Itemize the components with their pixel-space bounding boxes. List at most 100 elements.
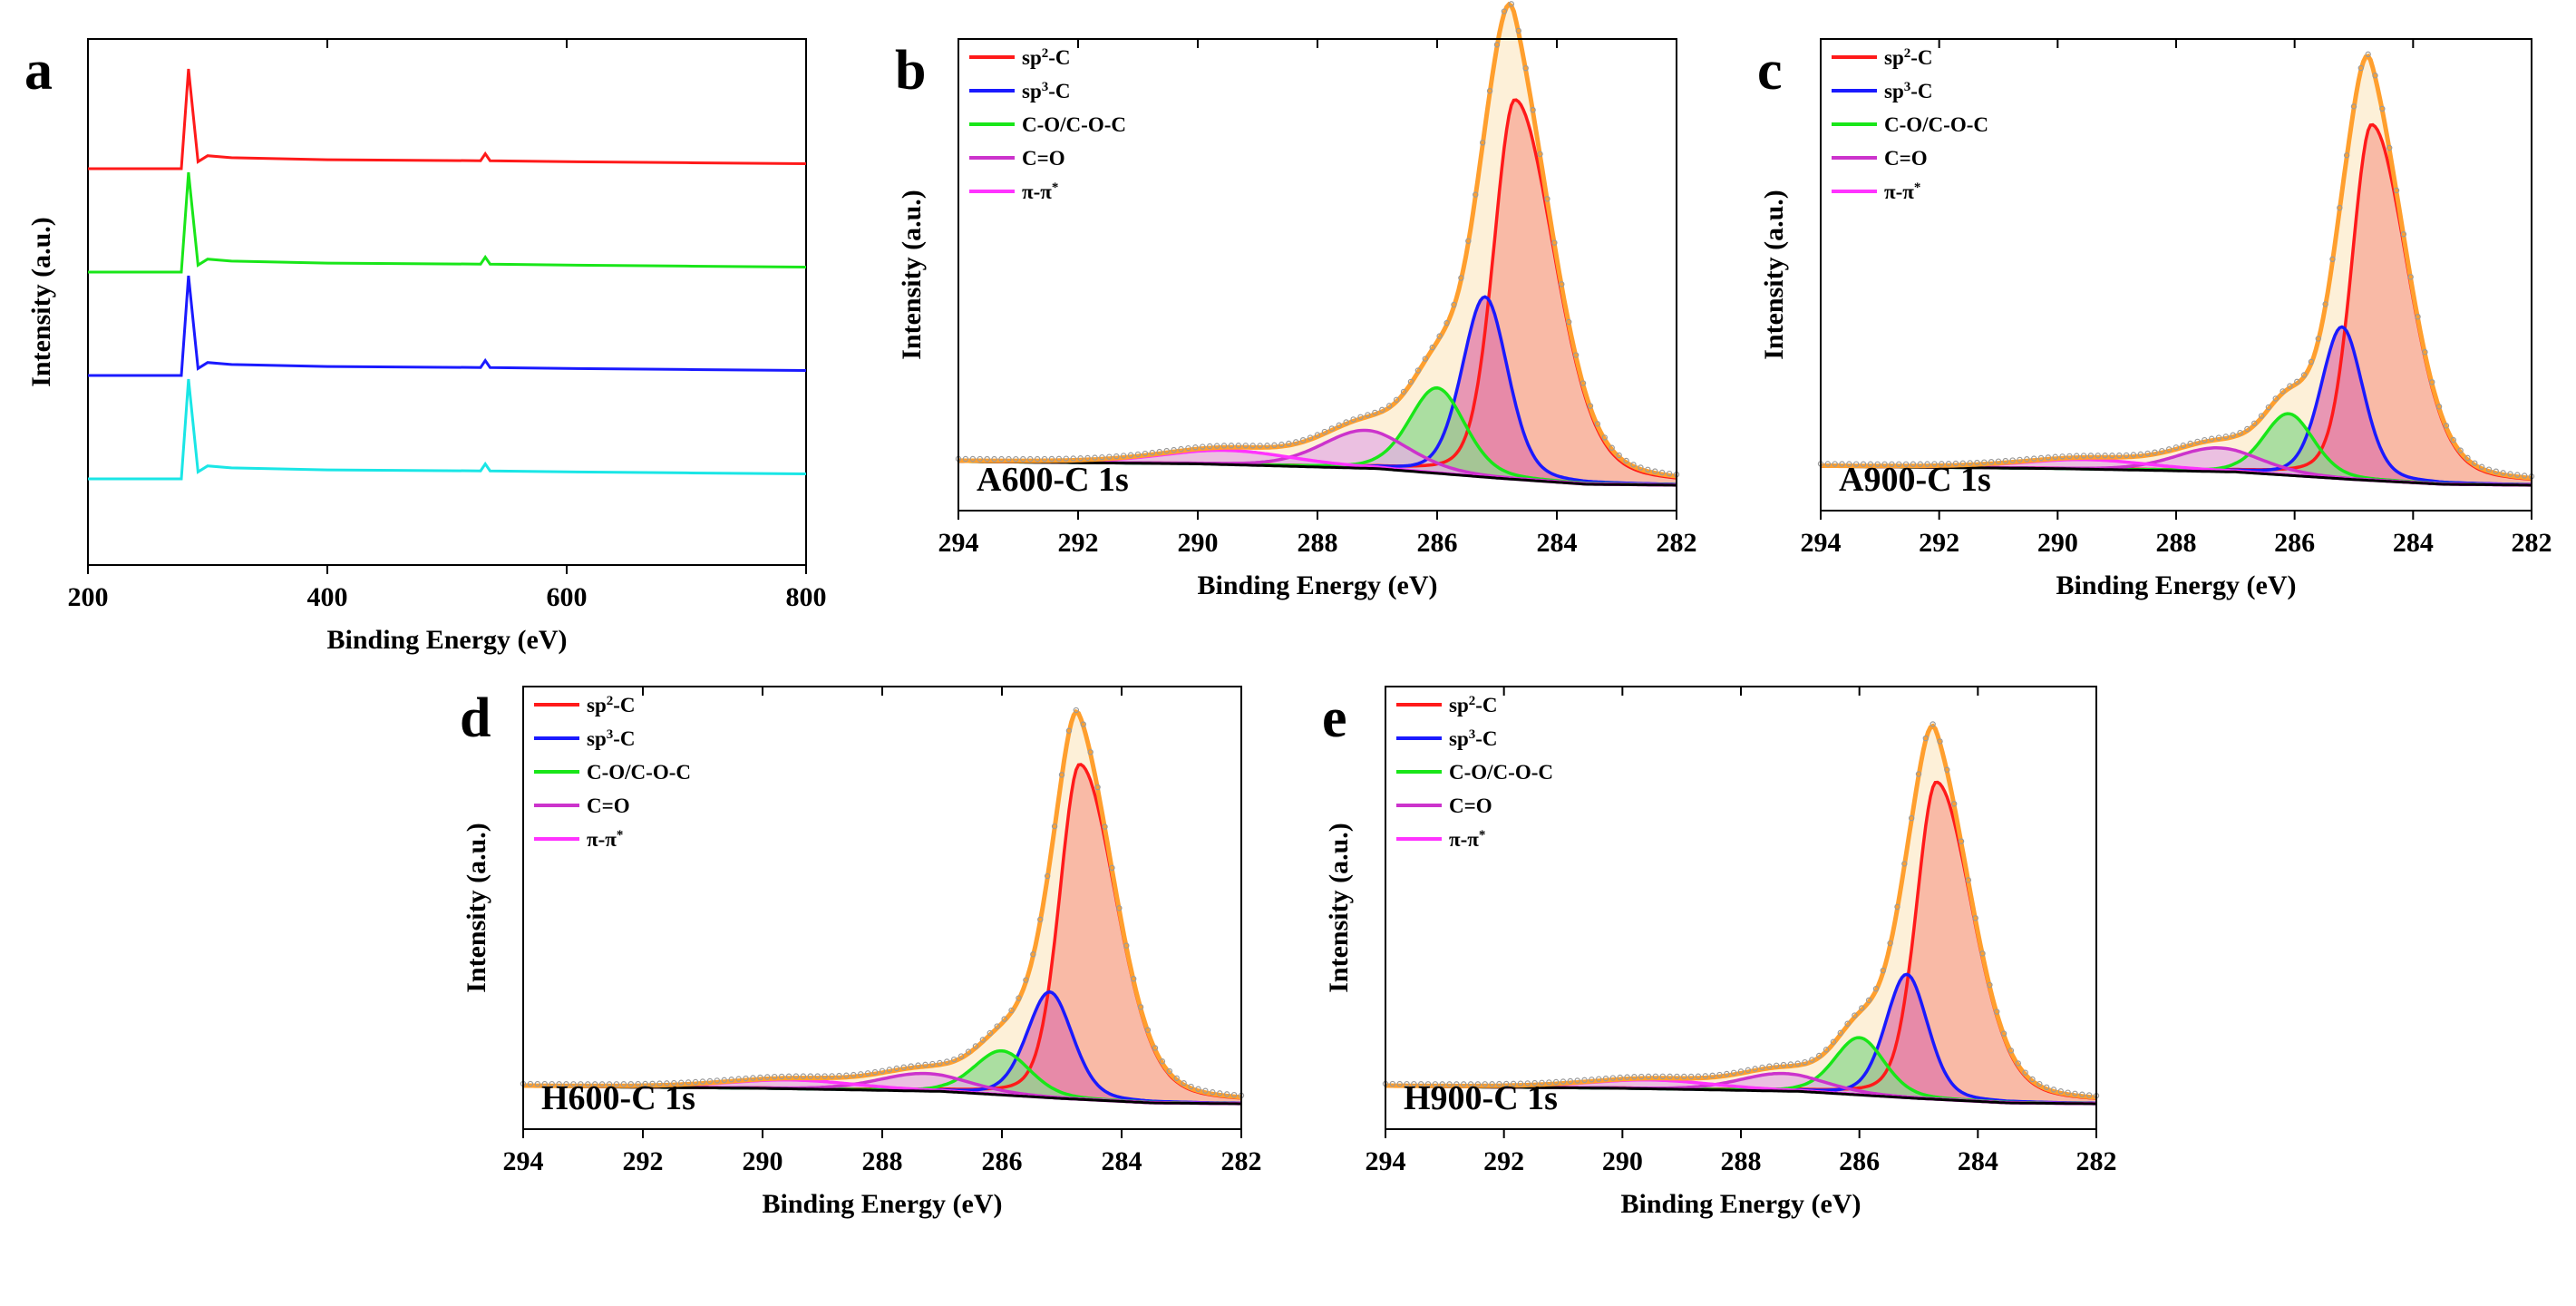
raw-data-point (1624, 1074, 1630, 1080)
raw-data-point (1173, 1075, 1180, 1081)
raw-data-point (1681, 1073, 1687, 1080)
raw-data-point (635, 1080, 641, 1087)
raw-data-point (1041, 455, 1048, 463)
legend-label-3: C=O (1449, 794, 1492, 817)
raw-data-point (1109, 864, 1115, 872)
raw-data-point (1396, 1080, 1403, 1087)
legend-suffix: C=O (587, 794, 630, 817)
raw-data-point (2272, 395, 2279, 402)
raw-data-point (1852, 1012, 1858, 1018)
raw-data-point (915, 1062, 921, 1068)
x-tick-label: 800 (786, 582, 827, 612)
sample-label: A600-C 1s (977, 461, 1129, 499)
raw-data-point (1759, 1064, 1765, 1071)
raw-data-point (1952, 460, 1959, 467)
raw-data-point (2435, 404, 2443, 410)
raw-data-point (2464, 454, 2471, 462)
raw-data-point (1474, 1081, 1482, 1087)
raw-data-point (699, 1078, 706, 1085)
raw-data-point (987, 1029, 994, 1037)
raw-data-point (1859, 1005, 1865, 1011)
raw-data-point (1967, 460, 1973, 466)
raw-data-point (1080, 721, 1086, 727)
raw-data-point (1137, 1004, 1144, 1010)
legend-suffix: C-O/C-O-C (1884, 113, 1988, 136)
raw-data-point (2386, 144, 2393, 151)
raw-data-point (1249, 443, 1256, 449)
legend-suffix: -C (1910, 46, 1932, 69)
chart-panel-c: c Binding Energy (eV) Intensity (a.u.) 294 2… (1757, 38, 2552, 600)
raw-data-point (613, 1081, 620, 1087)
raw-data-point (1580, 380, 1587, 386)
raw-data-point (1458, 275, 1464, 281)
raw-data-point (1444, 319, 1450, 326)
raw-data-point (2015, 1060, 2021, 1067)
raw-data-point (1737, 1068, 1745, 1075)
raw-data-point (1508, 1, 1515, 7)
raw-data-point (1166, 1067, 1173, 1075)
raw-data-point (2208, 435, 2215, 442)
raw-data-point (1709, 1072, 1716, 1079)
raw-data-point (893, 1065, 900, 1072)
legend-label-0: sp2-C (587, 694, 636, 716)
raw-data-point (678, 1079, 685, 1086)
legend-label-1: sp3-C (587, 727, 636, 750)
raw-data-point (735, 1076, 742, 1082)
raw-data-point (1385, 403, 1393, 409)
x-tick-label: 288 (1721, 1146, 1762, 1176)
x-tick-label: 200 (68, 582, 109, 612)
raw-data-point (1206, 443, 1213, 450)
raw-data-point (1178, 445, 1184, 453)
raw-data-point (1424, 1081, 1432, 1087)
raw-data-point (2251, 420, 2258, 426)
raw-data-point (1816, 1052, 1823, 1059)
raw-data-point (879, 1067, 886, 1074)
raw-data-point (1453, 1081, 1460, 1087)
legend-label-3: C=O (587, 794, 630, 817)
raw-data-point (1026, 455, 1034, 463)
legend-suffix: C-O/C-O-C (1022, 113, 1126, 136)
x-tick-label: 292 (1919, 528, 1959, 558)
raw-data-point (1149, 449, 1156, 456)
raw-data-point (2165, 446, 2173, 453)
raw-data-point (1544, 196, 1550, 202)
legend-superscript: 3 (607, 727, 614, 742)
raw-data-point (2009, 457, 2016, 463)
raw-data-point (1595, 1076, 1602, 1082)
legend-superscript: * (1914, 180, 1921, 195)
raw-data-point (1429, 344, 1435, 351)
raw-data-point (1965, 877, 1972, 883)
raw-data-point (2059, 453, 2066, 460)
raw-data-point (1846, 461, 1852, 467)
raw-data-point (1652, 468, 1658, 474)
raw-data-point (1823, 1047, 1830, 1053)
raw-data-point (1510, 1080, 1517, 1087)
raw-data-point (1894, 903, 1900, 911)
x-tick-label: 600 (547, 582, 588, 612)
x-tick-label: 294 (1366, 1146, 1406, 1176)
raw-data-point (1844, 1020, 1851, 1027)
raw-data-point (1102, 824, 1108, 830)
raw-data-point (1343, 419, 1349, 425)
raw-data-point (1307, 434, 1314, 441)
x-tick-label: 294 (503, 1146, 544, 1176)
raw-data-point (1887, 940, 1893, 947)
raw-data-point (2429, 379, 2435, 385)
raw-data-point (814, 1073, 821, 1079)
y-axis-label: Intensity (a.u.) (462, 823, 491, 993)
legend-label-4: π-π* (1449, 828, 1485, 851)
legend-label-1: sp3-C (1449, 727, 1498, 750)
raw-data-point (2329, 256, 2336, 263)
sample-label: H900-C 1s (1404, 1079, 1558, 1117)
legend-label-0: sp2-C (1022, 46, 1071, 69)
raw-data-point (2116, 452, 2123, 459)
raw-data-point (1106, 453, 1113, 460)
raw-data-point (2415, 314, 2421, 320)
raw-data-point (664, 1080, 670, 1087)
legend-prefix: sp (1022, 46, 1042, 69)
raw-data-point (2024, 456, 2030, 463)
raw-data-point (2095, 453, 2101, 459)
x-axis-label: Binding Energy (eV) (1620, 1189, 1861, 1219)
raw-data-point (1417, 1081, 1424, 1087)
raw-data-point (764, 1074, 771, 1080)
